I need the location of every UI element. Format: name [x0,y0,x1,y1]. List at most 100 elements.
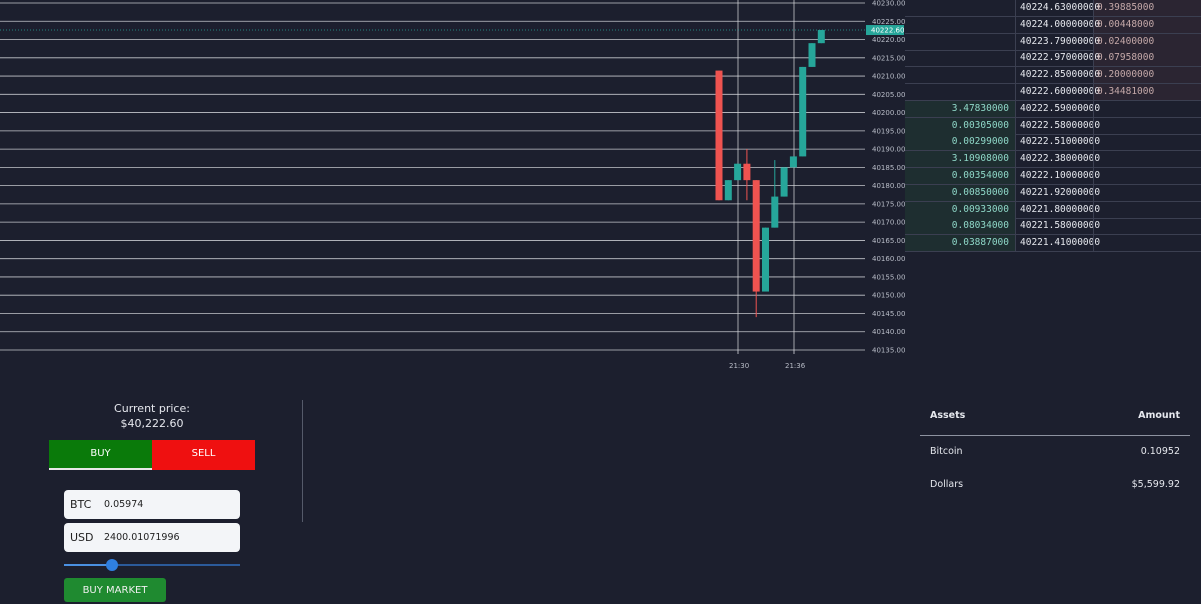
candle-down[interactable] [752,180,760,292]
column-divider [1015,0,1016,17]
orderbook-price-cell: 40222.51000000 [1020,136,1101,148]
row-divider [905,66,1201,68]
slider-track[interactable] [64,564,240,566]
orderbook-price-cell: 40224.00000000 [1020,18,1101,30]
ask-depth-bar [1094,50,1201,67]
column-divider [1093,218,1094,236]
usd-amount-field[interactable]: USD 2400.01071996 [64,523,240,552]
column-divider [1015,151,1016,169]
candle-up[interactable] [724,180,732,201]
orderbook-bid-cell [905,0,1015,16]
assets-header-amount: Amount [1138,410,1180,421]
orderbook-ask-amount-cell: 0.20000000 [1097,69,1155,81]
column-divider [1015,184,1016,202]
column-divider [1093,16,1094,34]
orderbook-bid-row: 0.00850000 40221.92000000 [905,184,1201,202]
candle-up[interactable] [762,227,769,292]
orderbook-bid-amount-cell: 0.00933000 [951,203,1009,215]
usd-amount-value[interactable]: 2400.01071996 [104,532,180,543]
orderbook-ask-row: 40223.79000000 0.02400000 [905,33,1201,51]
row-divider [905,234,1201,236]
orderbook-price-cell: 40222.10000000 [1020,170,1101,181]
orderbook-bid-amount-cell: 0.03887000 [951,237,1009,249]
column-divider [1015,100,1016,118]
ask-depth-bar [1094,0,1201,16]
current-price-value: $40,222.60 [120,417,184,430]
orderbook-bid-cell [905,34,1015,50]
candle-up[interactable] [808,43,816,67]
orderbook-ask-cell [1094,185,1201,201]
orderbook-price-cell: 40222.60000000 [1020,86,1101,97]
row-divider [905,16,1201,17]
column-divider [1015,84,1016,101]
candle-down[interactable] [743,163,751,181]
y-tick-label: 40165.00 [872,237,905,245]
candle-down[interactable] [715,70,723,201]
sell-tab[interactable]: SELL [152,440,255,470]
orderbook-ask-amount-cell: 0.00448000 [1097,18,1155,30]
orderbook-bid-row: 0.00354000 40222.10000000 [905,168,1201,185]
slider-thumb[interactable] [105,559,118,571]
column-divider [1015,16,1016,34]
orderbook-bid-row: 0.08034000 40221.58000000 [905,218,1201,236]
candle-up[interactable] [734,163,742,181]
row-divider [905,200,1201,202]
orderbook-ask-row: 40222.60000000 0.34481000 [905,84,1201,101]
orderbook-ask-cell [1094,134,1201,150]
bid-depth-bar [905,151,1015,168]
bid-depth-bar [905,218,1015,235]
column-divider [1015,218,1016,236]
row-divider [905,100,1201,101]
orderbook-bid-amount-cell: 0.00354000 [951,170,1009,181]
bid-depth-bar [905,100,1015,117]
orderbook-price-cell: 40222.58000000 [1020,119,1101,131]
orderbook-bid-row: 0.00305000 40222.58000000 [905,117,1201,135]
ask-depth-bar [1094,33,1201,50]
usd-unit-label: USD [70,531,94,544]
candle-up[interactable] [817,30,825,44]
buy-tab[interactable]: BUY [49,440,152,470]
amount-slider[interactable] [64,559,240,571]
y-tick-label: 40230.00 [872,0,905,8]
column-divider [1015,201,1016,219]
btc-amount-value[interactable]: 0.05974 [104,499,144,510]
row-divider [905,217,1201,219]
ask-depth-bar [1094,16,1201,33]
row-divider [905,49,1201,51]
orderbook-bid-cell [905,84,1015,100]
column-divider [1015,33,1016,51]
orderbook-ask-cell [1094,118,1201,134]
column-divider [1093,33,1094,51]
orderbook-price-cell: 40224.63000000 [1020,2,1101,13]
orderbook-price-cell: 40222.38000000 [1020,153,1101,165]
candle-up[interactable] [771,196,779,228]
orderbook-bid-amount-cell: 0.00305000 [951,119,1009,131]
column-divider [1093,134,1094,152]
btc-amount-field[interactable]: BTC 0.05974 [64,490,240,519]
last-price-tag [866,25,904,36]
y-tick-label: 40200.00 [872,109,905,117]
current-price-label: Current price: [114,402,190,415]
assets-header-name: Assets [930,410,966,421]
candle-up[interactable] [799,66,807,157]
orderbook-price-cell: 40221.58000000 [1020,220,1101,232]
column-divider [1015,50,1016,68]
y-tick-label: 40155.00 [872,273,905,281]
orderbook-bid-row: 0.03887000 40221.41000000 [905,235,1201,253]
candle-up[interactable] [780,167,788,197]
price-chart[interactable]: 40230.00 40225.00 40220.00 40215.00 40210.00… [0,0,905,380]
orderbook-ask-cell [1094,101,1201,117]
column-divider [1015,67,1016,85]
row-divider [905,184,1201,185]
candlestick-chart-svg[interactable]: 40230.00 40225.00 40220.00 40215.00 40210.00… [0,0,905,380]
orderbook-price-cell: 40221.80000000 [1020,203,1101,215]
column-divider [1015,168,1016,185]
orderbook-ask-row: 40222.97000000 0.07958000 [905,50,1201,68]
y-tick-label: 40180.00 [872,182,905,190]
orderbook-bid-amount-cell: 0.08034000 [951,220,1009,232]
candle-up[interactable] [789,156,797,168]
orderbook-ask-amount-cell: 0.39885000 [1097,2,1155,13]
buy-market-button[interactable]: BUY MARKET [64,578,166,602]
orderbook-ask-cell [1094,168,1201,184]
ask-depth-bar [1094,84,1201,100]
